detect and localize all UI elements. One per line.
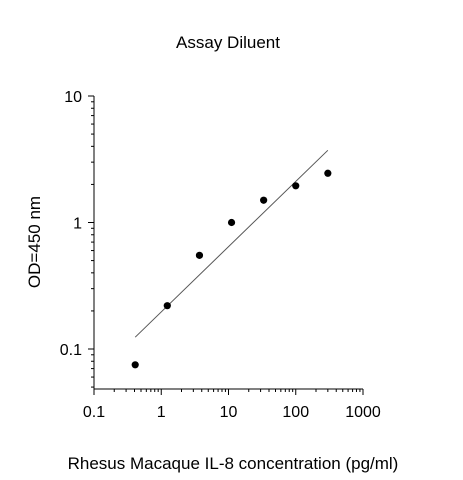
data-point <box>195 251 204 259</box>
y-tick-label: 1 <box>73 216 82 233</box>
x-tick-label: 1 <box>157 404 166 421</box>
data-point <box>227 218 236 227</box>
y-axis-label: OD=450 nm <box>25 196 44 288</box>
data-point <box>292 182 300 190</box>
x-axis-label: Rhesus Macaque IL-8 concentration (pg/ml… <box>68 454 399 473</box>
fit-line <box>134 149 329 338</box>
y-ticks: 0.1 1 10 <box>60 89 94 388</box>
chart-title: Assay Diluent <box>176 33 280 52</box>
fit-line-group <box>134 149 329 338</box>
y-tick-label: 0.1 <box>60 342 82 359</box>
x-tick-label: 10 <box>220 404 238 421</box>
x-tick-label: 100 <box>282 404 309 421</box>
plot-area <box>93 96 363 390</box>
data-point <box>324 169 332 177</box>
x-tick-label: 0.1 <box>83 404 105 421</box>
data-point <box>260 196 268 204</box>
data-points <box>131 169 332 369</box>
y-tick-label: 10 <box>64 89 82 106</box>
x-ticks: 0.1 1 10 100 1000 <box>83 389 381 421</box>
data-point <box>163 302 171 310</box>
x-tick-label: 1000 <box>345 404 381 421</box>
data-point <box>131 361 139 369</box>
